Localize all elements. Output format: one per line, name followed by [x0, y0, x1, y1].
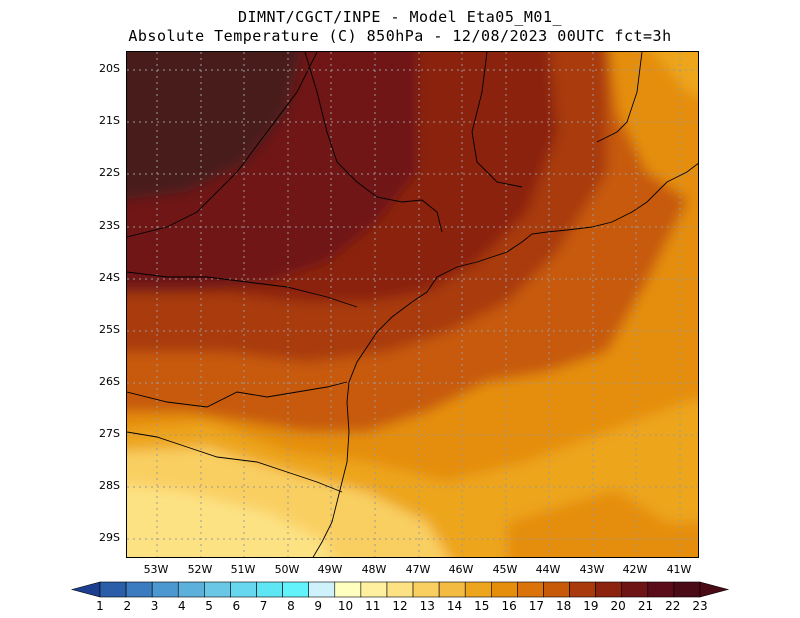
colorbar-swatch — [595, 581, 623, 598]
colorbar-swatch — [334, 581, 362, 598]
lon-label-52w: 52W — [187, 563, 213, 576]
colorbar-tick-label: 23 — [692, 599, 708, 613]
lat-label-28s: 28S — [99, 479, 120, 492]
lat-label-29s: 29S — [99, 531, 120, 544]
colorbar-tick-label: 18 — [555, 599, 572, 613]
colorbar-tick-label: 11 — [365, 599, 381, 613]
lat-label-25s: 25S — [99, 323, 120, 336]
lat-label-22s: 22S — [99, 166, 120, 179]
colorbar-swatch — [256, 581, 283, 598]
temperature-fill-layer — [127, 52, 698, 557]
lon-label-41w: 41W — [666, 563, 692, 576]
colorbar-swatch — [125, 581, 153, 598]
lon-label-44w: 44W — [535, 563, 561, 576]
colorbar-tick-label: 20 — [610, 599, 626, 613]
colorbar-right-arrow — [699, 581, 730, 598]
lat-label-27s: 27S — [99, 427, 120, 440]
colorbar-left-arrow — [70, 581, 101, 598]
colorbar-tick-label: 8 — [287, 599, 295, 613]
colorbar-swatch — [673, 581, 701, 598]
colorbar-tick-label: 6 — [232, 599, 241, 613]
lat-label-20s: 20S — [99, 62, 120, 75]
lat-label-24s: 24S — [99, 271, 120, 284]
graticule — [127, 52, 698, 557]
colorbar-swatch — [517, 581, 544, 598]
lat-label-23s: 23S — [99, 219, 120, 232]
colorbar-tick-label: 19 — [583, 599, 599, 613]
colorbar-tick-label: 1 — [96, 599, 104, 613]
lon-label-49w: 49W — [317, 563, 343, 576]
colorbar-tick-label: 5 — [205, 599, 213, 613]
colorbar-tick-label: 21 — [637, 599, 654, 613]
colorbar-tick-label: 22 — [665, 599, 681, 613]
colorbar-swatch — [282, 581, 309, 598]
colorbar-swatch — [569, 581, 596, 598]
colorbar-swatch — [360, 581, 388, 598]
temperature-contour-map — [127, 52, 698, 557]
colorbar-tick-label: 13 — [419, 599, 435, 613]
colorbar-tick-label: 3 — [150, 599, 159, 613]
map-subtitle: Absolute Temperature (C) 850hPa - 12/08/… — [128, 27, 672, 45]
colorbar-swatch — [151, 581, 179, 598]
lon-label-47w: 47W — [405, 563, 431, 576]
lon-label-43w: 43W — [579, 563, 605, 576]
colorbar-tick-label: 16 — [501, 599, 517, 613]
colorbar-swatch — [543, 581, 570, 598]
map-plot-area — [126, 51, 699, 558]
colorbar — [70, 581, 730, 598]
lat-label-26s: 26S — [99, 375, 120, 388]
colorbar-swatch — [308, 581, 336, 598]
colorbar-swatch — [621, 581, 649, 598]
colorbar-swatch — [204, 581, 231, 598]
colorbar-tick-label: 17 — [528, 599, 544, 613]
colorbar-swatch — [230, 581, 257, 598]
colorbar-tick-label: 7 — [259, 599, 268, 613]
colorbar-tick-label: 4 — [177, 599, 186, 613]
lon-label-50w: 50W — [274, 563, 300, 576]
lon-label-51w: 51W — [230, 563, 256, 576]
coastline-and-borders — [127, 52, 698, 557]
colorbar-tick-label: 2 — [123, 599, 132, 613]
colorbar-swatch — [386, 581, 414, 598]
lon-label-46w: 46W — [448, 563, 474, 576]
colorbar-tick-label: 14 — [446, 599, 463, 613]
colorbar-swatch — [491, 581, 518, 598]
colorbar-swatch — [177, 581, 205, 598]
colorbar-tick-label: 12 — [392, 599, 408, 613]
lat-label-21s: 21S — [99, 114, 120, 127]
lon-label-48w: 48W — [361, 563, 387, 576]
lon-label-45w: 45W — [492, 563, 518, 576]
map-title: DIMNT/CGCT/INPE - Model Eta05_M01_ — [237, 8, 563, 26]
colorbar-tick-label: 9 — [314, 599, 322, 613]
colorbar-swatch — [647, 581, 675, 598]
colorbar-tick-label: 15 — [474, 599, 490, 613]
colorbar-swatch — [99, 581, 127, 598]
colorbar-swatch — [438, 581, 466, 598]
colorbar-tick-label: 10 — [337, 599, 354, 613]
lon-label-53w: 53W — [143, 563, 169, 576]
lon-label-42w: 42W — [622, 563, 648, 576]
colorbar-swatch — [464, 581, 492, 598]
colorbar-swatch — [412, 581, 440, 598]
